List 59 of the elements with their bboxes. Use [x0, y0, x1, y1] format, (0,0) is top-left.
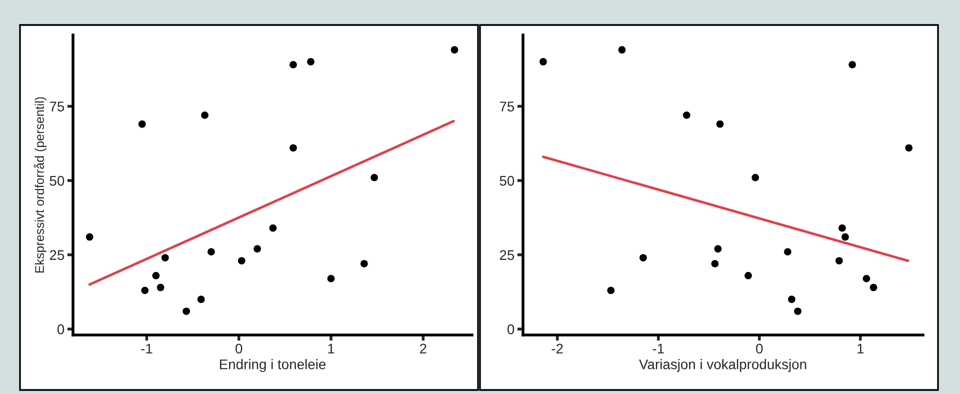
point — [141, 286, 149, 294]
point — [138, 120, 146, 128]
point — [370, 174, 378, 182]
y-tick-label: 75 — [50, 102, 64, 112]
y-tick-label: 0 — [57, 324, 64, 334]
point — [905, 144, 913, 152]
y-tick-label: 25 — [500, 250, 514, 260]
point — [714, 245, 722, 253]
point — [290, 61, 297, 68]
point — [842, 233, 849, 241]
point — [640, 254, 647, 262]
y-tick-label: 75 — [500, 102, 514, 112]
point — [618, 46, 626, 54]
x-tick-label: 0 — [756, 344, 763, 354]
x-tick-label: 1 — [328, 344, 334, 354]
point — [327, 274, 335, 282]
x-tick-label: -1 — [141, 344, 152, 354]
point — [794, 308, 802, 315]
point — [835, 257, 843, 264]
point — [197, 296, 205, 304]
point — [208, 248, 215, 256]
point — [152, 272, 160, 280]
point — [788, 296, 796, 304]
point — [784, 248, 792, 256]
point — [161, 254, 169, 262]
y-tick-label: 50 — [500, 176, 514, 186]
point — [540, 58, 547, 66]
y-axis-title: Ekspressivt ordforråd (persentil) — [34, 97, 46, 273]
point — [607, 286, 615, 294]
point — [307, 58, 314, 66]
point — [290, 144, 297, 152]
point — [682, 112, 690, 119]
point — [752, 174, 759, 182]
x-axis-title: Endring i toneleie — [220, 359, 326, 372]
point — [201, 112, 208, 119]
point — [450, 46, 458, 54]
point — [182, 308, 190, 315]
y-tick-label: 25 — [50, 250, 64, 260]
point — [744, 272, 752, 280]
x-tick-label: 1 — [858, 344, 864, 354]
x-tick-label: 2 — [420, 344, 426, 354]
point — [716, 120, 724, 128]
point — [711, 260, 719, 268]
x-axis-title: Variasjon i vokalproduksjon — [639, 359, 806, 372]
point — [848, 61, 856, 68]
point — [254, 245, 261, 253]
x-tick-label: -2 — [552, 344, 563, 354]
point — [238, 257, 246, 264]
point — [86, 233, 94, 241]
point — [838, 224, 846, 232]
x-tick-label: -1 — [652, 344, 664, 354]
point — [360, 260, 368, 268]
point — [269, 224, 277, 232]
point — [870, 284, 878, 292]
x-tick-label: 0 — [236, 344, 242, 354]
point — [862, 274, 870, 282]
y-tick-label: 0 — [507, 324, 514, 334]
y-tick-label: 50 — [50, 176, 64, 186]
point — [156, 284, 164, 292]
